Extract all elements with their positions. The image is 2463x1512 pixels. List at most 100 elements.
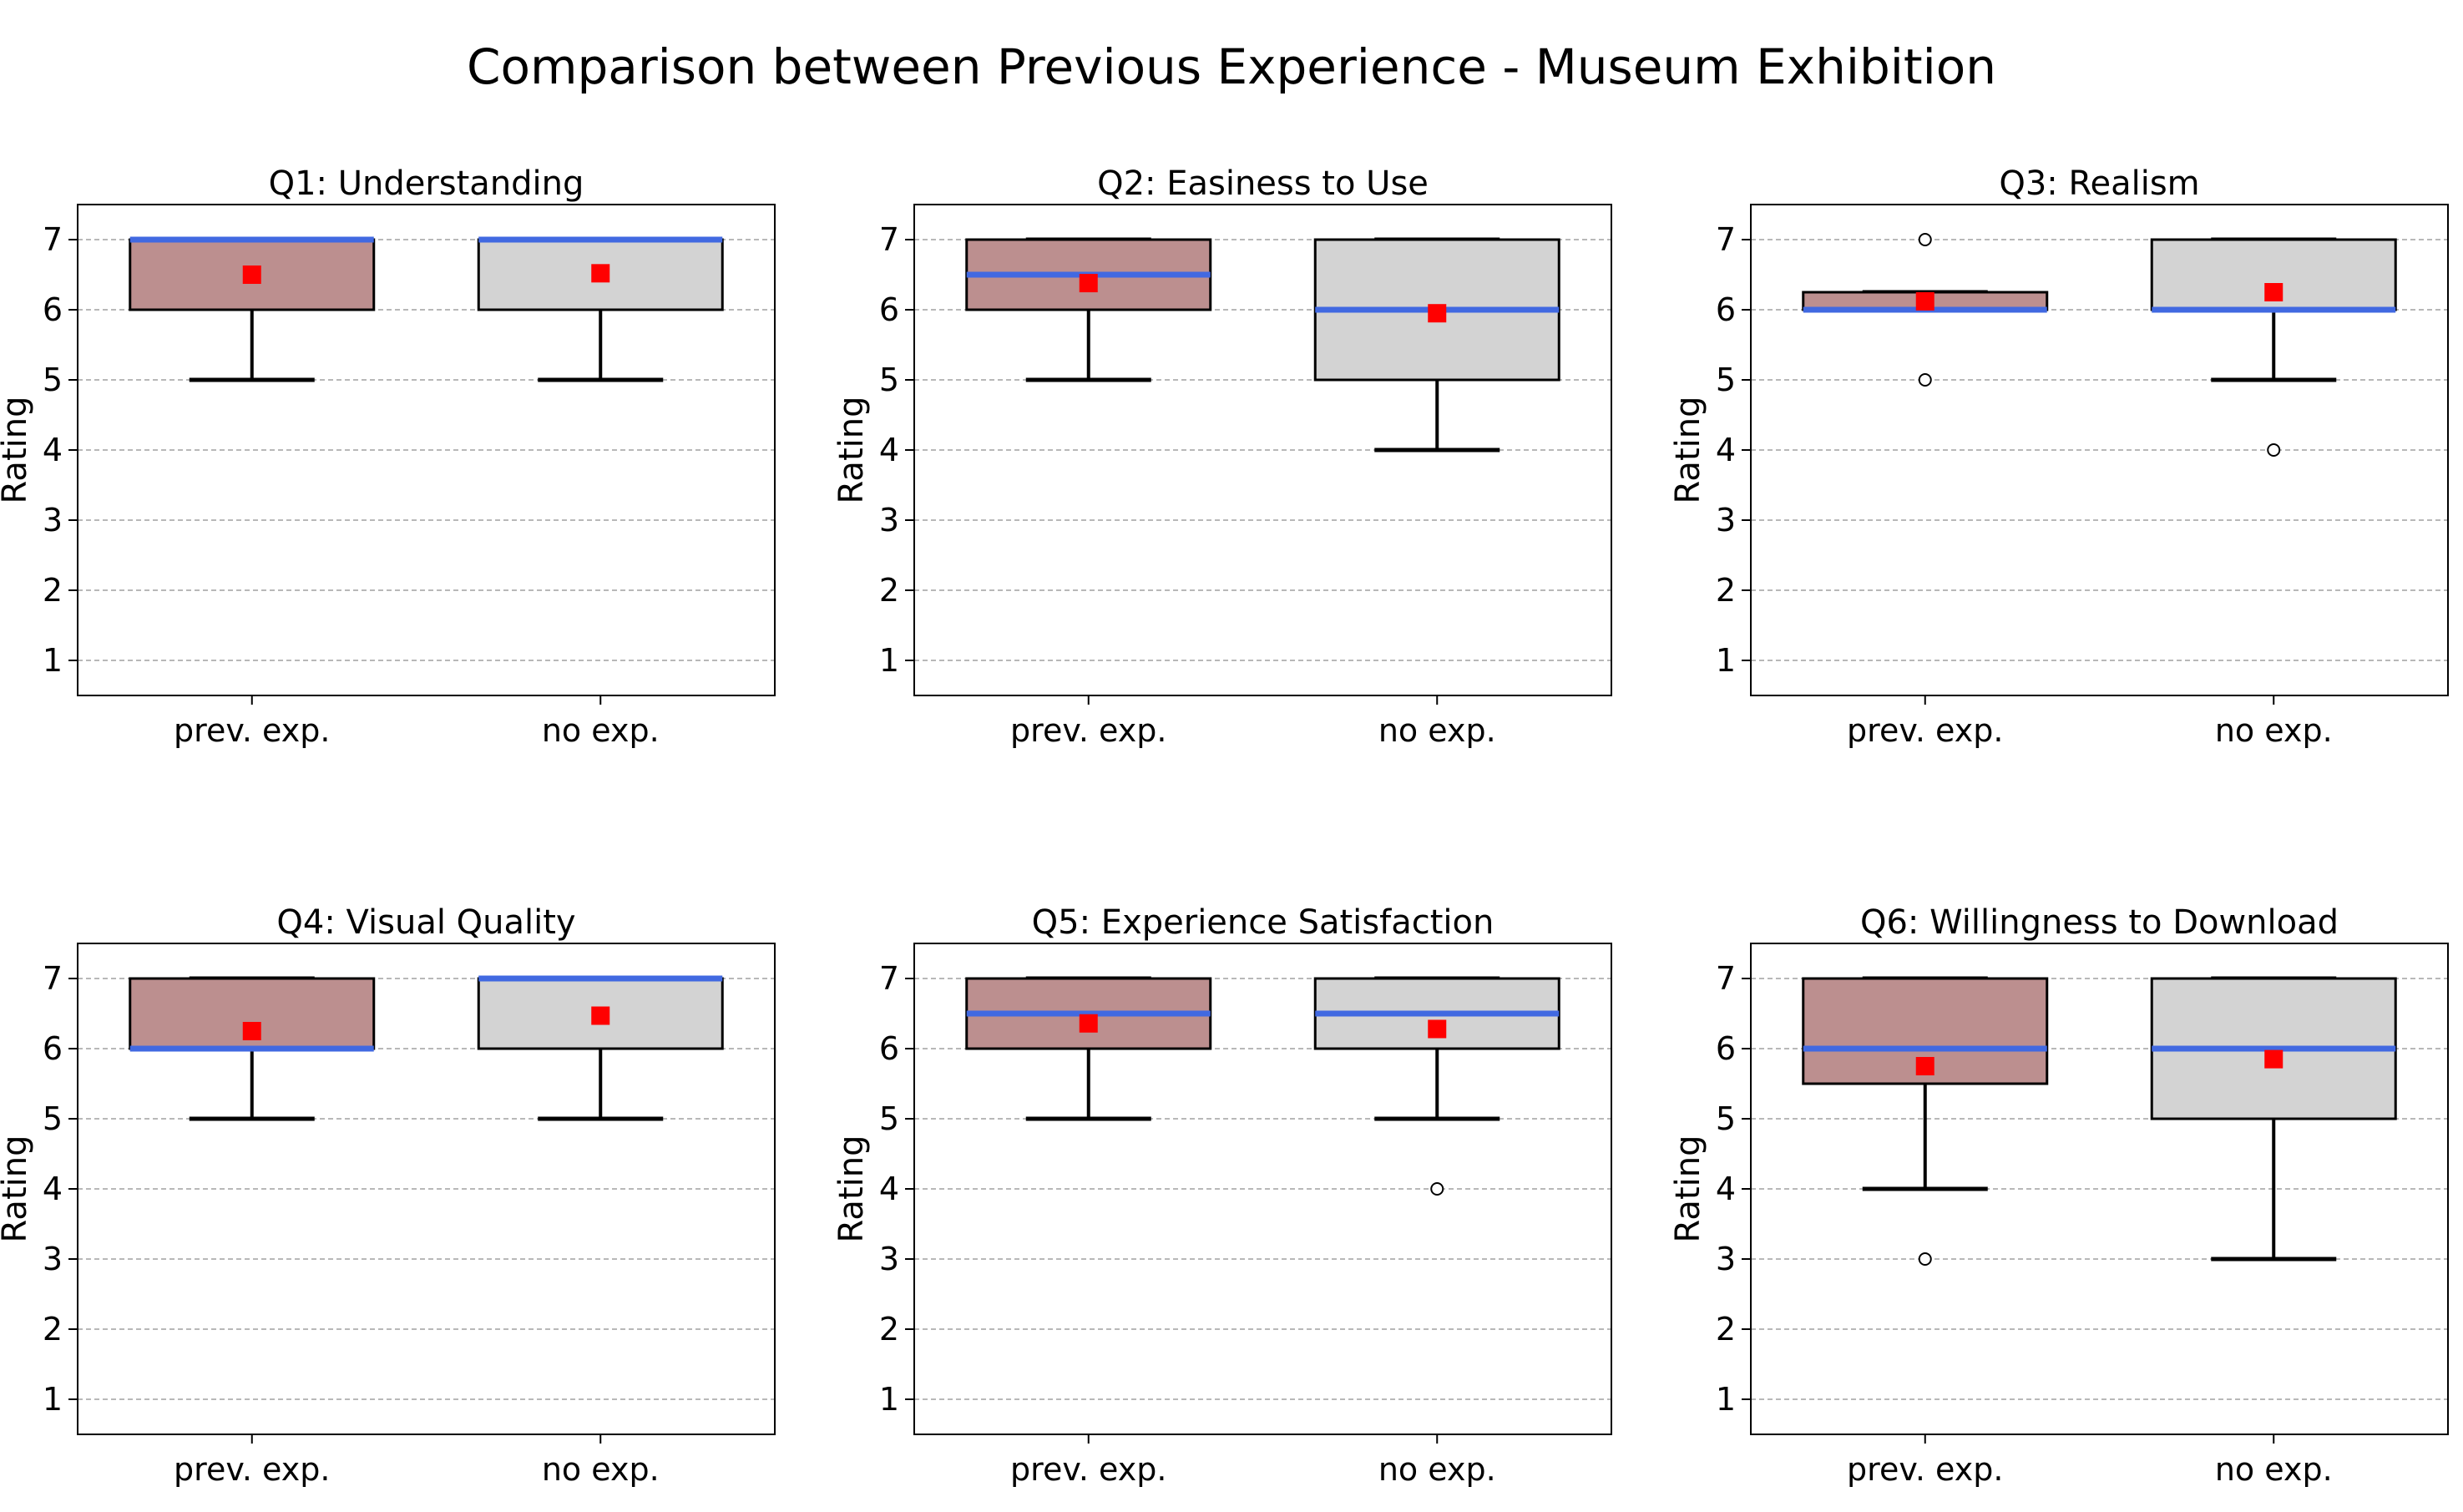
box-no-exp: [1313, 976, 1560, 1196]
subplot-5: Q5: Experience Satisfaction 1 2 3 4 5 6 7 Rating…: [832, 903, 1612, 1488]
box-prev-exp: [1802, 976, 2049, 1266]
subplot-2: Q2: Easiness to Use 1 2 3 4 5 6 7 Rating prev. ex…: [832, 164, 1612, 749]
subplot-3: Q3: Realism 1 2 3 4 5 6 7 Rating prev. exp. no exp…: [1669, 164, 2449, 749]
box-no-exp: [477, 236, 724, 382]
y-tick-label: 2: [1716, 1311, 1736, 1348]
y-tick-label: 4: [43, 432, 63, 468]
y-tick-label: 5: [1716, 362, 1736, 398]
y-tick-label: 5: [1716, 1100, 1736, 1137]
y-tick-label: 2: [43, 572, 63, 609]
box-no-exp: [2150, 237, 2397, 457]
y-tick-label: 1: [879, 1381, 899, 1418]
box-prev-exp: [129, 976, 376, 1121]
subplot-title: Q1: Understanding: [269, 164, 584, 203]
x-tick-label: prev. exp.: [174, 712, 330, 749]
y-tick-label: 6: [879, 291, 899, 328]
y-tick-label: 3: [879, 1241, 899, 1277]
figure-title: Comparison between Previous Experience -…: [467, 38, 1996, 95]
y-tick-label: 6: [879, 1030, 899, 1067]
y-axis-label: Rating: [1669, 397, 1707, 504]
y-tick-label: 3: [43, 502, 63, 539]
y-tick-label: 7: [879, 221, 899, 258]
x-tick-label: prev. exp.: [1847, 1451, 2003, 1488]
y-tick-label: 1: [43, 642, 63, 679]
y-tick-label: 7: [43, 221, 63, 258]
x-tick-label: no exp.: [542, 712, 660, 749]
mean-marker: [242, 265, 261, 284]
y-tick-label: 1: [1716, 642, 1736, 679]
subplot-title: Q2: Easiness to Use: [1097, 164, 1429, 203]
y-tick-label: 4: [1716, 1171, 1736, 1207]
mean-marker: [242, 1022, 261, 1040]
y-axis-label: Rating: [832, 397, 871, 504]
x-tick-label: prev. exp.: [1010, 712, 1166, 749]
box-no-exp: [477, 975, 724, 1121]
mean-marker: [1915, 1057, 1934, 1075]
box-no-exp: [2150, 976, 2397, 1262]
mean-marker: [591, 1006, 610, 1025]
y-tick-label: 2: [43, 1311, 63, 1348]
x-tick-label: no exp.: [542, 1451, 660, 1488]
y-tick-label: 3: [1716, 1241, 1736, 1277]
outlier-point: [2267, 443, 2281, 457]
y-axis-label: Rating: [0, 1135, 34, 1243]
y-tick-label: 6: [1716, 1030, 1736, 1067]
y-tick-label: 7: [1716, 960, 1736, 997]
subplot-title: Q6: Willingness to Download: [1860, 903, 2339, 942]
subplot-6: Q6: Willingness to Download 1 2 3 4 5 6 7 Rating…: [1669, 903, 2449, 1488]
subplot-title: Q5: Experience Satisfaction: [1032, 903, 1494, 942]
y-axis-label: Rating: [0, 397, 34, 504]
y-tick-label: 4: [1716, 432, 1736, 468]
x-tick-label: no exp.: [1378, 712, 1496, 749]
y-tick-label: 2: [879, 1311, 899, 1348]
mean-marker: [1428, 1019, 1447, 1039]
x-tick-label: no exp.: [2215, 712, 2333, 749]
axes-frame: [1750, 943, 2449, 1435]
outlier-point: [1430, 1182, 1444, 1196]
box-prev-exp: [129, 236, 376, 382]
axes-frame: [77, 943, 776, 1435]
box-prev-exp: [965, 976, 1212, 1121]
outlier-point: [1918, 373, 1932, 387]
subplot-title: Q4: Visual Quality: [276, 903, 575, 942]
y-tick-label: 3: [43, 1241, 63, 1277]
y-tick-label: 2: [879, 572, 899, 609]
box-prev-exp: [1802, 233, 2049, 387]
mean-marker: [1915, 291, 1934, 311]
x-tick-label: prev. exp.: [1847, 712, 2003, 749]
y-axis-label: Rating: [1669, 1135, 1707, 1243]
mean-marker: [1079, 1014, 1098, 1033]
axes-frame: [1750, 204, 2449, 696]
y-tick-label: 5: [43, 1100, 63, 1137]
x-tick-label: no exp.: [2215, 1451, 2333, 1488]
outlier-point: [1918, 233, 1932, 246]
y-tick-label: 4: [879, 432, 899, 468]
y-tick-label: 5: [43, 362, 63, 398]
y-axis-label: Rating: [832, 1135, 871, 1243]
y-tick-label: 1: [43, 1381, 63, 1418]
y-tick-label: 2: [1716, 572, 1736, 609]
y-tick-label: 6: [43, 1030, 63, 1067]
box-no-exp: [1313, 237, 1560, 453]
subplot-4: Q4: Visual Quality 1 2 3 4 5 6 7 Rating prev. exp…: [0, 903, 776, 1488]
y-tick-label: 6: [1716, 291, 1736, 328]
x-tick-label: prev. exp.: [174, 1451, 330, 1488]
subplot-title: Q3: Realism: [1999, 164, 2199, 203]
y-tick-label: 4: [43, 1171, 63, 1207]
y-tick-label: 3: [879, 502, 899, 539]
y-tick-label: 7: [1716, 221, 1736, 258]
x-tick-label: prev. exp.: [1010, 1451, 1166, 1488]
y-tick-label: 5: [879, 362, 899, 398]
x-tick-label: no exp.: [1378, 1451, 1496, 1488]
mean-marker: [2264, 283, 2283, 301]
y-tick-label: 5: [879, 1100, 899, 1137]
y-tick-label: 4: [879, 1171, 899, 1207]
y-tick-label: 3: [1716, 502, 1736, 539]
y-tick-label: 7: [879, 960, 899, 997]
box-prev-exp: [965, 237, 1212, 382]
mean-marker: [1428, 304, 1447, 323]
y-tick-label: 1: [879, 642, 899, 679]
y-tick-label: 1: [1716, 1381, 1736, 1418]
mean-marker: [1079, 274, 1098, 293]
